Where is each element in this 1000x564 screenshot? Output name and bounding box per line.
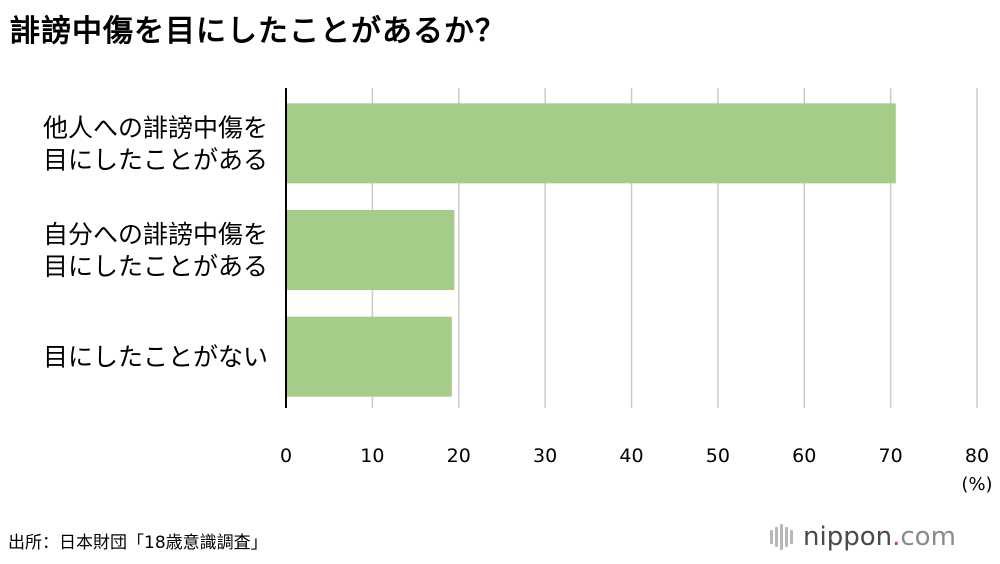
x-tick-label: 20 <box>447 445 471 467</box>
category-label: 他人への誹謗中傷を <box>43 113 268 142</box>
bar <box>286 316 452 397</box>
logo-mark-icon <box>770 524 795 550</box>
nippon-logo: nippon.com <box>770 520 956 554</box>
category-label: 目にしたことがある <box>43 252 268 281</box>
x-tick-label: 0 <box>280 445 292 467</box>
x-tick-label: 30 <box>533 445 557 467</box>
x-tick-label: 80 <box>965 445 989 467</box>
chart-title: 誹謗中傷を目にしたことがあるか？ <box>10 14 506 49</box>
source-note: 出所：日本財団「18歳意識調査」 <box>8 533 268 553</box>
x-tick-label: 70 <box>879 445 903 467</box>
bar <box>286 210 455 290</box>
category-label: 自分への誹謗中傷を <box>43 220 268 249</box>
x-tick-label: 10 <box>360 445 384 467</box>
x-tick-label: 40 <box>619 445 643 467</box>
x-tick-label: 50 <box>706 445 730 467</box>
bar <box>286 103 896 184</box>
logo-text: nippon.com <box>803 522 956 552</box>
category-label: 目にしたことがない <box>43 343 268 372</box>
x-unit-label: (%) <box>961 474 992 495</box>
x-tick-label: 60 <box>792 445 816 467</box>
category-label: 目にしたことがある <box>43 145 268 174</box>
